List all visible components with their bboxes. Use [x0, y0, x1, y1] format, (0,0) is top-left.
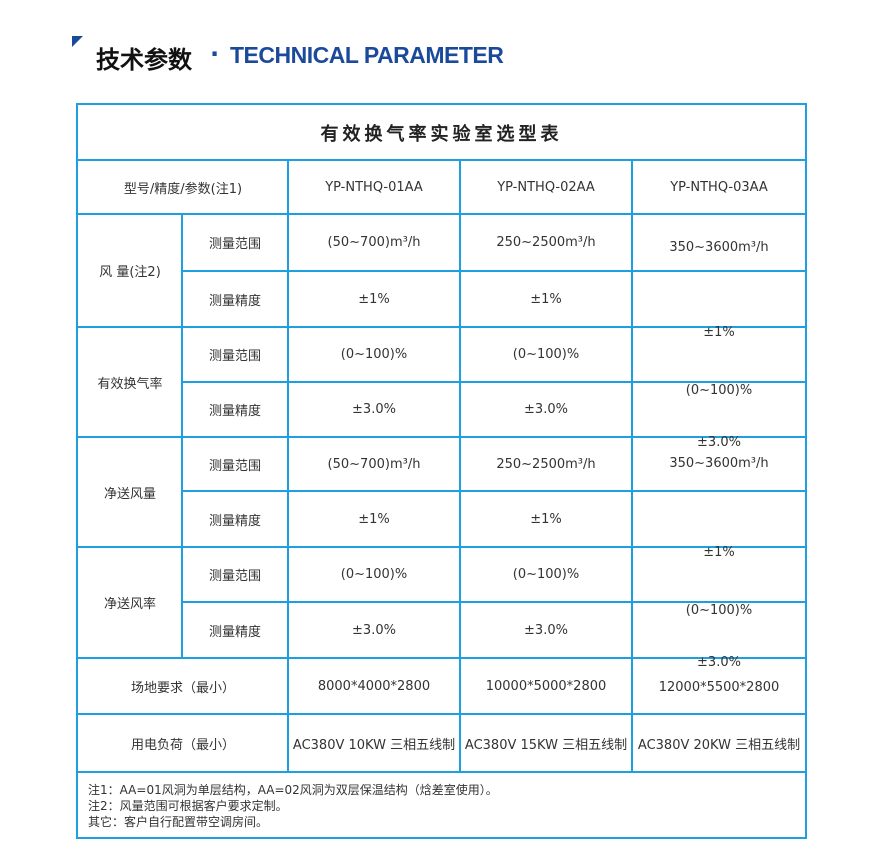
grid-line [631, 160, 633, 772]
grid-line [78, 771, 806, 773]
spec-table [76, 103, 807, 839]
grid-line [78, 657, 806, 659]
grid-line [459, 160, 461, 772]
value-cell: ±3.0% [524, 622, 568, 638]
value-cell: AC380V 15KW 三相五线制 [464, 737, 628, 753]
grid-line [78, 326, 806, 328]
grid-line [182, 490, 806, 492]
row-label: 测量范围 [208, 458, 261, 474]
value-cell: (0~100)% [685, 383, 753, 398]
value-cell: (0~100)% [512, 567, 580, 582]
value-cell: ±1% [530, 511, 562, 527]
row-label: 测量范围 [208, 569, 261, 584]
value-cell: ±1% [358, 511, 390, 527]
value-cell: 12000*5500*2800 [658, 680, 780, 695]
value-cell: ±1% [358, 291, 390, 307]
note-3: 其它：客户自行配置带空调房间。 [88, 815, 269, 829]
value-cell: (0~100)% [340, 347, 408, 362]
grid-line [78, 213, 806, 215]
value-cell: (50~700)m³/h [327, 456, 421, 472]
grid-line [78, 159, 806, 161]
grid-line [78, 436, 806, 438]
group-label: 有效换气率 [97, 376, 163, 392]
value-cell: AC380V 10KW 三相五线制 [292, 737, 456, 753]
title-en: TECHNICAL PARAMETER [230, 42, 504, 68]
row-label: 测量精度 [208, 293, 261, 309]
value-cell: ±3.0% [352, 622, 396, 638]
value-cell: ±3.0% [697, 655, 741, 670]
note-1: 注1：AA=01风洞为单层结构，AA=02风洞为双层保温结构（焓差室使用）。 [88, 783, 498, 797]
title-separator: · [210, 40, 220, 68]
row-label: 测量精度 [208, 513, 261, 529]
value-cell: (50~700)m³/h [327, 235, 421, 250]
group-label: 风 量(注2) [99, 265, 161, 280]
value-cell: ±3.0% [697, 435, 741, 450]
value-cell: 350~3600m³/h [669, 240, 769, 255]
value-cell: ±3.0% [352, 402, 396, 417]
value-cell: AC380V 20KW 三相五线制 [637, 737, 801, 753]
grid-line [182, 601, 806, 603]
value-cell: (0~100)% [340, 567, 408, 582]
model-3: YP-NTHQ-03AA [670, 179, 768, 195]
value-cell: 10000*5000*2800 [485, 678, 607, 694]
row-label: 测量精度 [208, 404, 261, 419]
value-cell: ±1% [703, 545, 735, 560]
group-label: 净送风量 [103, 486, 156, 502]
corner-mark-icon [72, 36, 83, 47]
value-cell: (0~100)% [685, 603, 753, 618]
model-2: YP-NTHQ-02AA [497, 179, 595, 195]
grid-line [78, 713, 806, 715]
site-label: 场地要求（最小） [130, 680, 235, 696]
note-2: 注2：风量范围可根据客户要求定制。 [88, 799, 288, 813]
value-cell: 350~3600m³/h [669, 456, 769, 471]
row-label: 测量范围 [208, 349, 261, 364]
table-title: 有效换气率实验室选型表 [320, 123, 563, 145]
value-cell: (0~100)% [512, 347, 580, 362]
value-cell: 8000*4000*2800 [317, 678, 431, 694]
row-label: 测量精度 [208, 624, 261, 640]
power-label: 用电负荷（最小） [130, 737, 235, 753]
group-label: 净送风率 [103, 597, 156, 612]
notes: 注1：AA=01风洞为单层结构，AA=02风洞为双层保温结构（焓差室使用）。 注… [88, 782, 498, 830]
model-1: YP-NTHQ-01AA [325, 179, 423, 195]
value-cell: 250~2500m³/h [496, 456, 596, 472]
row-label: 测量范围 [208, 237, 261, 252]
value-cell: ±1% [530, 291, 562, 307]
grid-line [181, 214, 183, 658]
grid-line [78, 546, 806, 548]
grid-line [182, 270, 806, 272]
value-cell: ±1% [703, 325, 735, 340]
col-header: 型号/精度/参数(注1) [123, 181, 243, 197]
grid-line [287, 160, 289, 772]
value-cell: ±3.0% [524, 402, 568, 417]
title-cn: 技术参数 [96, 46, 192, 74]
grid-line [182, 381, 806, 383]
value-cell: 250~2500m³/h [496, 235, 596, 250]
